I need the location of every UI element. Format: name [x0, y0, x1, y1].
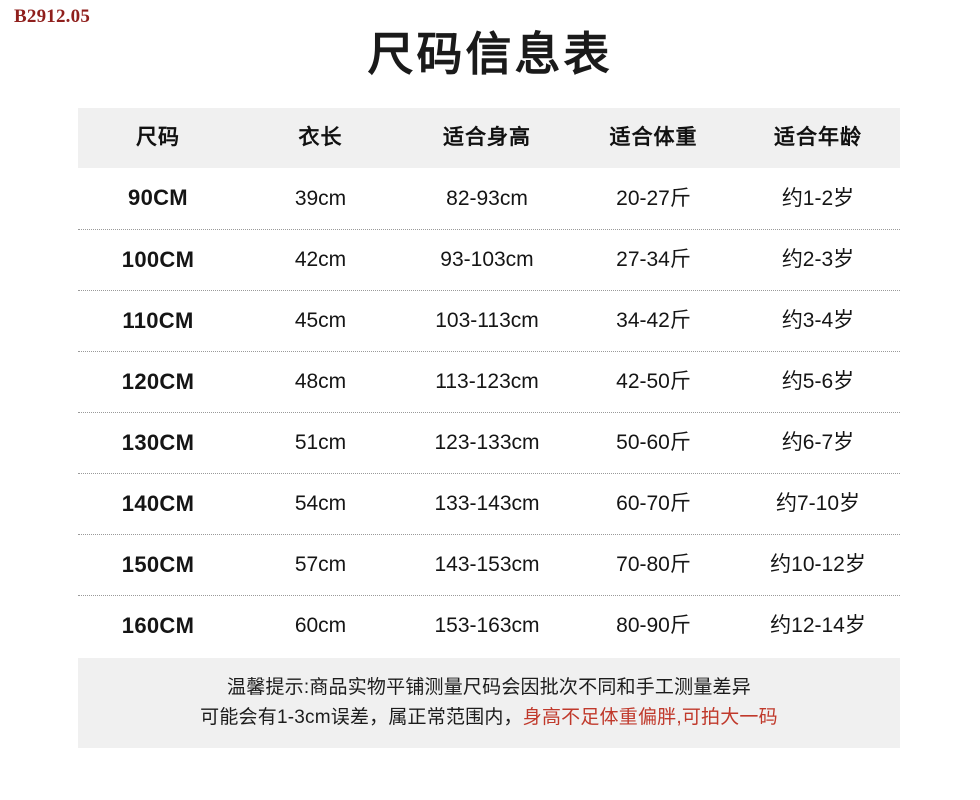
- table-row: 90CM 39cm 82-93cm 20-27斤 约1-2岁: [78, 168, 900, 229]
- cell-length: 51cm: [294, 431, 347, 455]
- note-line-2-prefix: 可能会有1-3cm误差，属正常范围内，: [200, 707, 523, 728]
- cell-size: 140CM: [121, 490, 195, 516]
- table-row: 130CM 51cm 123-133cm 50-60斤 约6-7岁: [78, 412, 900, 473]
- cell-weight: 20-27斤: [616, 186, 691, 210]
- column-header-height: 适合身高: [443, 126, 531, 150]
- cell-length: 54cm: [294, 492, 347, 516]
- cell-height: 133-143cm: [434, 492, 540, 516]
- size-chart-table: 尺码 衣长 适合身高 适合体重 适合年龄 90CM 39cm 82-93cm 2…: [78, 108, 900, 656]
- cell-height: 143-153cm: [434, 553, 540, 577]
- cell-weight: 60-70斤: [616, 492, 691, 516]
- note-line-1: 温馨提示:商品实物平铺测量尺码会因批次不同和手工测量差异: [227, 677, 751, 699]
- table-row: 100CM 42cm 93-103cm 27-34斤 约2-3岁: [78, 229, 900, 290]
- cell-length: 42cm: [294, 248, 347, 272]
- cell-size: 120CM: [121, 368, 195, 394]
- table-row: 160CM 60cm 153-163cm 80-90斤 约12-14岁: [78, 595, 900, 656]
- column-header-length: 衣长: [298, 126, 343, 150]
- cell-length: 57cm: [294, 553, 347, 577]
- table-row: 150CM 57cm 143-153cm 70-80斤 约10-12岁: [78, 534, 900, 595]
- column-header-weight: 适合体重: [609, 126, 698, 150]
- page-title: 尺码信息表: [367, 28, 613, 80]
- cell-size: 110CM: [122, 307, 194, 333]
- cell-size: 130CM: [121, 429, 195, 455]
- cell-age: 约2-3岁: [781, 248, 855, 272]
- cell-length: 39cm: [294, 186, 347, 210]
- column-header-size: 尺码: [136, 126, 180, 150]
- note-line-2-emphasis: 身高不足体重偏胖,可拍大一码: [522, 707, 778, 728]
- cell-age: 约5-6岁: [781, 370, 855, 394]
- cell-length: 45cm: [294, 309, 347, 333]
- cell-age: 约1-2岁: [781, 186, 855, 210]
- cell-length: 48cm: [294, 370, 347, 394]
- table-row: 110CM 45cm 103-113cm 34-42斤 约3-4岁: [78, 290, 900, 351]
- table-row: 120CM 48cm 113-123cm 42-50斤 约5-6岁: [78, 351, 900, 412]
- cell-size: 150CM: [121, 551, 195, 577]
- cell-height: 123-133cm: [434, 431, 540, 455]
- cell-height: 82-93cm: [446, 186, 528, 210]
- cell-age: 约6-7岁: [781, 431, 855, 455]
- cell-age: 约10-12岁: [770, 553, 866, 577]
- cell-size: 160CM: [121, 612, 195, 638]
- cell-weight: 80-90斤: [616, 614, 691, 638]
- cell-age: 约3-4岁: [781, 309, 855, 333]
- cell-length: 60cm: [294, 614, 347, 638]
- cell-weight: 34-42斤: [616, 309, 691, 333]
- cell-height: 93-103cm: [440, 248, 534, 272]
- cell-height: 103-113cm: [435, 309, 539, 333]
- column-header-age: 适合年龄: [774, 126, 862, 150]
- cell-height: 153-163cm: [434, 614, 540, 638]
- cell-age: 约12-14岁: [770, 614, 866, 638]
- cell-weight: 42-50斤: [616, 370, 691, 394]
- cell-weight: 27-34斤: [616, 248, 691, 272]
- measurement-note: 温馨提示:商品实物平铺测量尺码会因批次不同和手工测量差异 可能会有1-3cm误差…: [78, 658, 900, 748]
- cell-weight: 50-60斤: [616, 431, 691, 455]
- cell-age: 约7-10岁: [775, 492, 861, 516]
- cell-size: 100CM: [121, 246, 195, 272]
- table-row: 140CM 54cm 133-143cm 60-70斤 约7-10岁: [78, 473, 900, 534]
- table-header-row: 尺码 衣长 适合身高 适合体重 适合年龄: [78, 108, 900, 168]
- cell-weight: 70-80斤: [616, 553, 691, 577]
- cell-height: 113-123cm: [435, 370, 539, 394]
- cell-size: 90CM: [128, 185, 188, 211]
- note-line-2: 可能会有1-3cm误差，属正常范围内，身高不足体重偏胖,可拍大一码: [200, 705, 778, 731]
- sku-code-label: B2912.05: [14, 6, 91, 27]
